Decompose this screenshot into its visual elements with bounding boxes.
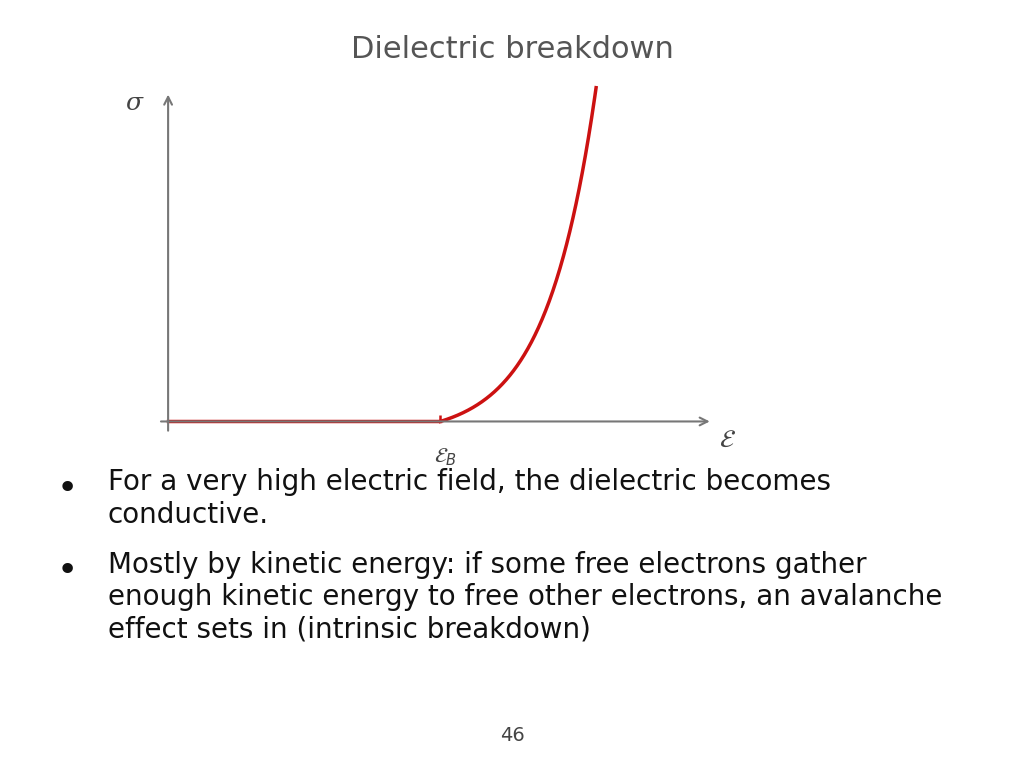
Text: 46: 46 (500, 726, 524, 745)
Text: σ: σ (125, 92, 142, 115)
Text: $\mathcal{E}_B$: $\mathcal{E}_B$ (434, 447, 457, 468)
Text: enough kinetic energy to free other electrons, an avalanche: enough kinetic energy to free other elec… (108, 583, 942, 611)
Text: conductive.: conductive. (108, 501, 268, 528)
Text: Mostly by kinetic energy: if some free electrons gather: Mostly by kinetic energy: if some free e… (108, 551, 866, 578)
Text: $\mathcal{E}$: $\mathcal{E}$ (719, 428, 736, 452)
Text: effect sets in (intrinsic breakdown): effect sets in (intrinsic breakdown) (108, 615, 591, 643)
Text: For a very high electric field, the dielectric becomes: For a very high electric field, the diel… (108, 468, 830, 496)
Text: •: • (56, 472, 78, 506)
Text: •: • (56, 554, 78, 588)
Text: Dielectric breakdown: Dielectric breakdown (350, 35, 674, 64)
